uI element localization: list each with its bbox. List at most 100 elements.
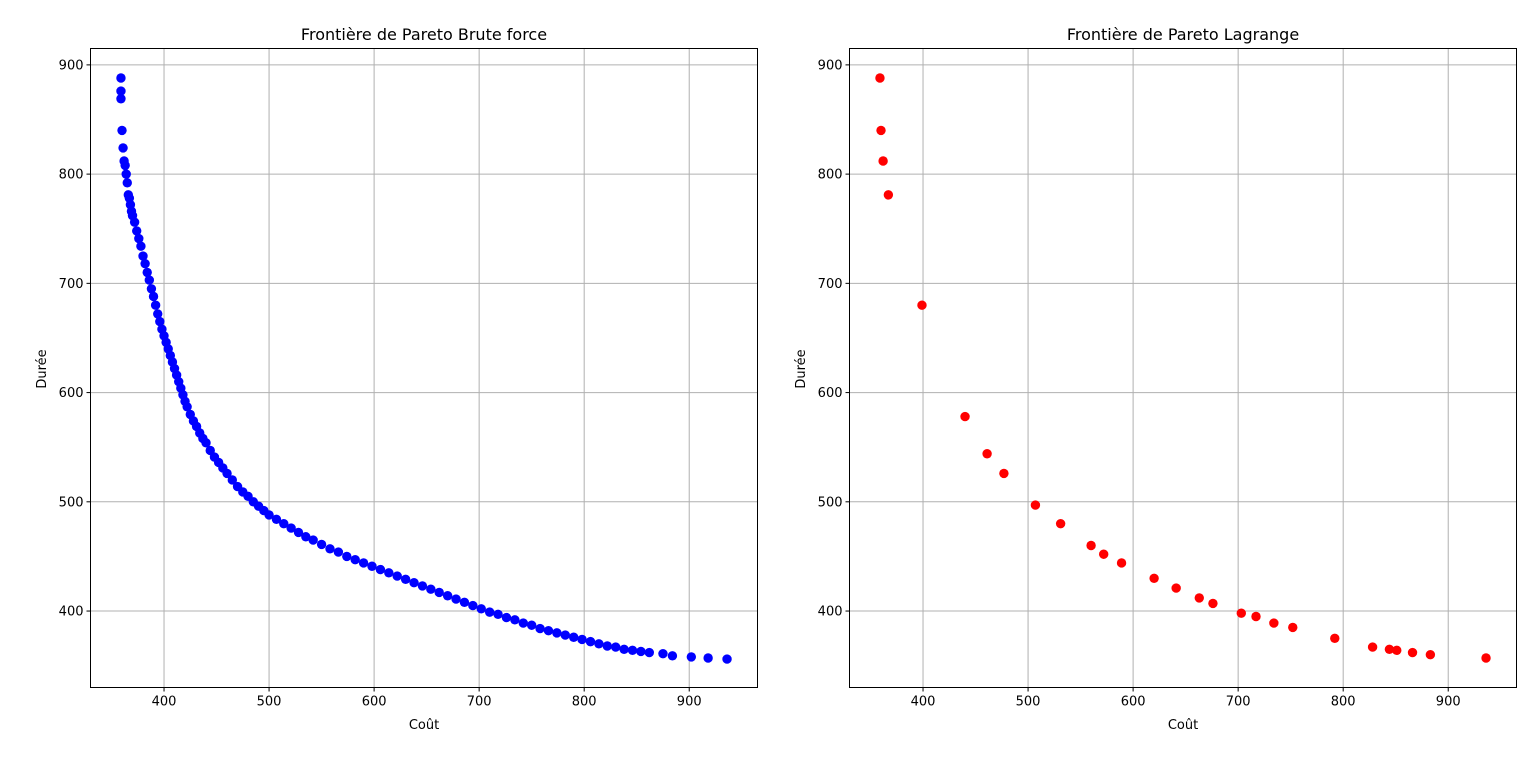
data-point bbox=[136, 241, 146, 251]
data-point bbox=[493, 609, 503, 620]
data-point bbox=[560, 630, 570, 640]
data-point bbox=[1288, 622, 1298, 633]
data-point bbox=[627, 645, 638, 656]
data-point bbox=[146, 284, 157, 294]
data-point bbox=[1116, 558, 1127, 568]
data-point bbox=[602, 641, 612, 651]
data-point bbox=[1086, 540, 1096, 551]
data-point bbox=[1251, 611, 1261, 622]
data-point bbox=[116, 94, 126, 104]
chart-lagrange: Frontière de Pareto Lagrange Coût Durée … bbox=[794, 25, 1517, 733]
data-point bbox=[227, 475, 238, 485]
data-point bbox=[510, 615, 520, 625]
data-point bbox=[350, 555, 360, 565]
data-point bbox=[118, 143, 128, 153]
x-tick-label: 900 bbox=[677, 695, 702, 710]
x-tick-label: 400 bbox=[911, 695, 936, 710]
chart-brute-force: Frontière de Pareto Brute force Coût Dur… bbox=[35, 25, 758, 733]
x-tick-label: 700 bbox=[467, 695, 492, 710]
data-point bbox=[417, 581, 428, 591]
y-tick-label: 600 bbox=[818, 386, 843, 401]
x-tick-label: 400 bbox=[152, 695, 177, 710]
chart-title: Frontière de Pareto Lagrange bbox=[1067, 25, 1299, 44]
data-point bbox=[264, 510, 274, 520]
data-point bbox=[476, 604, 486, 614]
data-point bbox=[1236, 608, 1246, 618]
data-point bbox=[619, 644, 629, 654]
data-point bbox=[140, 258, 150, 269]
data-point bbox=[1194, 593, 1204, 603]
x-tick-label: 900 bbox=[1436, 695, 1461, 710]
grid bbox=[90, 48, 758, 688]
data-point bbox=[222, 468, 232, 479]
data-point bbox=[543, 626, 554, 636]
data-point bbox=[201, 438, 211, 448]
x-tick-label: 800 bbox=[1331, 695, 1356, 710]
data-point bbox=[316, 539, 327, 550]
data-point bbox=[1384, 644, 1395, 654]
data-point bbox=[301, 532, 311, 542]
x-tick-label: 600 bbox=[1121, 695, 1146, 710]
data-point bbox=[686, 652, 697, 662]
data-point bbox=[501, 612, 512, 623]
data-point bbox=[451, 594, 461, 604]
y-tick-label: 700 bbox=[59, 277, 84, 292]
data-point bbox=[293, 527, 304, 538]
data-point bbox=[878, 156, 888, 166]
data-point bbox=[667, 651, 678, 661]
y-tick-label: 400 bbox=[818, 605, 843, 620]
y-tick-label: 400 bbox=[59, 605, 84, 620]
data-point bbox=[610, 642, 621, 652]
data-point bbox=[875, 73, 885, 83]
data-point bbox=[132, 226, 142, 236]
x-tick-label: 600 bbox=[362, 695, 387, 710]
data-point bbox=[468, 600, 478, 611]
data-point bbox=[658, 648, 668, 659]
data-point bbox=[333, 547, 344, 557]
data-point bbox=[120, 160, 130, 171]
data-point bbox=[577, 634, 587, 645]
data-point bbox=[883, 190, 894, 200]
data-points bbox=[875, 73, 1491, 663]
x-axis-label: Coût bbox=[1168, 718, 1198, 733]
y-tick-label: 800 bbox=[818, 168, 843, 183]
data-point bbox=[552, 628, 562, 638]
data-point bbox=[134, 233, 144, 244]
data-point bbox=[917, 300, 927, 310]
data-point bbox=[358, 558, 369, 568]
data-point bbox=[644, 647, 655, 658]
data-point bbox=[142, 267, 152, 278]
y-tick-label: 900 bbox=[818, 58, 843, 73]
plot-frame bbox=[849, 48, 1517, 688]
data-point bbox=[116, 73, 126, 83]
data-point bbox=[434, 587, 444, 598]
data-point bbox=[1171, 583, 1181, 593]
ticks: 400 500 600 700 800 900 400 500 600 700 800 900 bbox=[818, 58, 1461, 709]
data-point bbox=[999, 468, 1009, 479]
data-point bbox=[722, 654, 732, 664]
data-point bbox=[271, 514, 282, 524]
data-point bbox=[518, 618, 528, 628]
data-point bbox=[129, 217, 140, 227]
data-point bbox=[960, 411, 970, 422]
x-tick-label: 800 bbox=[572, 695, 597, 710]
data-point bbox=[375, 564, 386, 575]
y-axis-label: Durée bbox=[794, 349, 809, 388]
grid bbox=[849, 48, 1517, 688]
data-point bbox=[1367, 642, 1378, 652]
data-point bbox=[1055, 518, 1066, 529]
x-tick-label: 700 bbox=[1226, 695, 1251, 710]
x-tick-label: 500 bbox=[257, 695, 282, 710]
data-point bbox=[279, 518, 289, 529]
data-point bbox=[121, 169, 131, 179]
data-point bbox=[1407, 647, 1418, 658]
y-tick-label: 500 bbox=[59, 495, 84, 510]
data-point bbox=[117, 125, 127, 136]
ticks: 400 500 600 700 800 900 400 500 600 700 800 900 bbox=[59, 58, 702, 709]
y-tick-label: 900 bbox=[59, 58, 84, 73]
plot-frame bbox=[90, 48, 758, 688]
y-tick-label: 800 bbox=[59, 168, 84, 183]
data-points bbox=[116, 73, 732, 664]
data-point bbox=[148, 291, 159, 302]
